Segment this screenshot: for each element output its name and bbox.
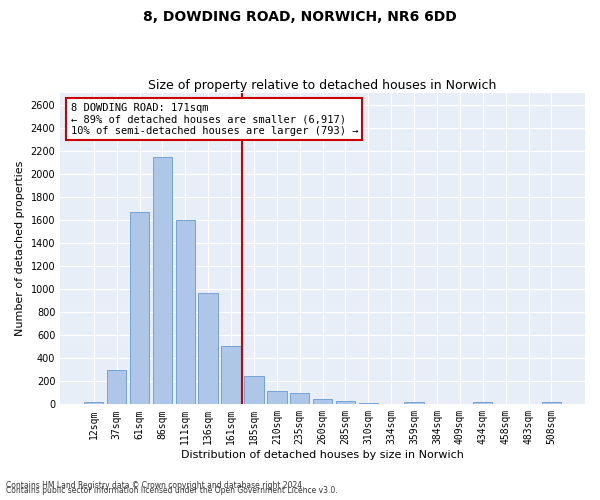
Bar (176, 220, 195, 404)
Bar (84, 402, 103, 404)
Bar (199, 292, 218, 405)
Bar (359, 403, 378, 404)
Text: Contains public sector information licensed under the Open Government Licence v3: Contains public sector information licen… (6, 486, 338, 495)
Text: 8 DOWDING ROAD: 171sqm
← 89% of detached houses are smaller (6,917)
10% of semi-: 8 DOWDING ROAD: 171sqm ← 89% of detached… (71, 102, 358, 136)
Bar (313, 399, 332, 404)
Text: Contains HM Land Registry data © Crown copyright and database right 2024.: Contains HM Land Registry data © Crown c… (6, 481, 305, 490)
Bar (244, 376, 263, 404)
X-axis label: Distribution of detached houses by size in Norwich: Distribution of detached houses by size … (181, 450, 464, 460)
Text: 8, DOWDING ROAD, NORWICH, NR6 6DD: 8, DOWDING ROAD, NORWICH, NR6 6DD (143, 10, 457, 24)
Y-axis label: Number of detached properties: Number of detached properties (15, 161, 25, 336)
Title: Size of property relative to detached houses in Norwich: Size of property relative to detached ho… (148, 79, 497, 92)
Bar (290, 393, 310, 404)
Bar (542, 402, 561, 404)
Bar (221, 346, 241, 405)
Bar (152, 156, 172, 404)
Bar (267, 390, 287, 404)
Bar (473, 402, 493, 404)
Bar (336, 401, 355, 404)
Bar (107, 370, 127, 404)
Bar (404, 402, 424, 404)
Bar (130, 212, 149, 404)
